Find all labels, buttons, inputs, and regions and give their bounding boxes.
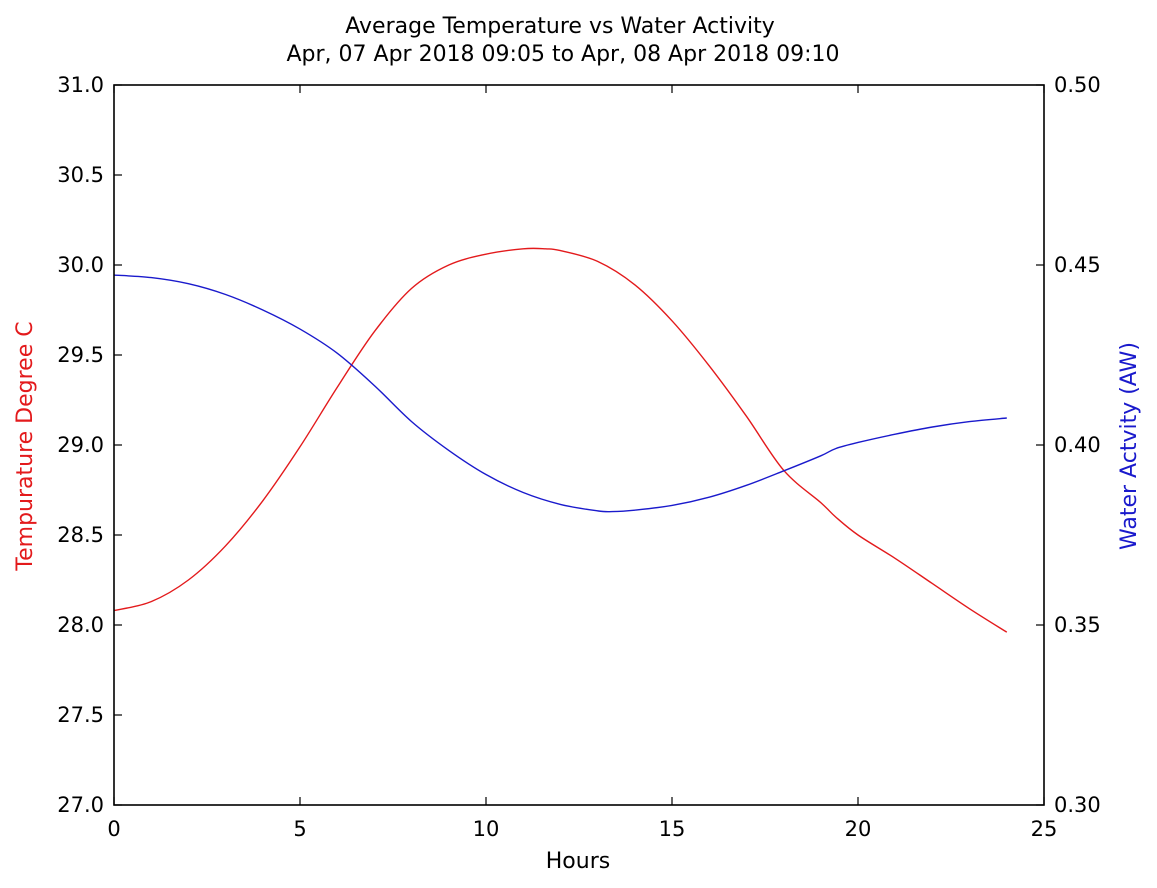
y-right-tick-labels: 0.30 0.35 0.40 0.45 0.50 bbox=[1054, 73, 1101, 817]
y-left-tick-label: 31.0 bbox=[57, 73, 104, 97]
y-right-tick-label: 0.45 bbox=[1054, 253, 1101, 277]
y-left-axis-label: Tempurature Degree C bbox=[13, 321, 38, 571]
plot-frame bbox=[113, 84, 1045, 806]
chart-title: Average Temperature vs Water Activity bbox=[345, 14, 774, 39]
x-tick-label: 20 bbox=[845, 817, 872, 841]
x-tick-label: 10 bbox=[473, 817, 500, 841]
y-right-tick-label: 0.50 bbox=[1054, 73, 1101, 97]
y-left-tick-label: 27.0 bbox=[57, 793, 104, 817]
y-left-tick-label: 30.5 bbox=[57, 163, 104, 187]
x-tick-label: 15 bbox=[659, 817, 686, 841]
y-left-tick-label: 29.0 bbox=[57, 433, 104, 457]
y-left-tick-label: 27.5 bbox=[57, 703, 104, 727]
tick-marks bbox=[113, 84, 1045, 806]
chart-subtitle: Apr, 07 Apr 2018 09:05 to Apr, 08 Apr 20… bbox=[286, 42, 839, 67]
y-left-tick-label: 29.5 bbox=[57, 343, 104, 367]
y-left-tick-label: 30.0 bbox=[57, 253, 104, 277]
x-tick-label: 5 bbox=[293, 817, 306, 841]
series-lines bbox=[113, 247, 1008, 633]
x-tick-label: 0 bbox=[107, 817, 120, 841]
water-activity-line bbox=[113, 274, 1007, 513]
x-tick-labels: 0 5 10 15 20 25 bbox=[107, 817, 1057, 841]
y-right-axis-label: Water Actvity (AW) bbox=[1117, 342, 1142, 550]
temperature-line bbox=[113, 247, 1008, 633]
y-left-tick-labels: 27.0 27.5 28.0 28.5 29.0 29.5 30.0 30.5 31.0 bbox=[57, 73, 104, 817]
y-left-tick-label: 28.5 bbox=[57, 523, 104, 547]
x-tick-label: 25 bbox=[1031, 817, 1058, 841]
y-right-tick-label: 0.35 bbox=[1054, 613, 1101, 637]
y-right-tick-label: 0.30 bbox=[1054, 793, 1101, 817]
y-left-tick-label: 28.0 bbox=[57, 613, 104, 637]
y-right-tick-label: 0.40 bbox=[1054, 433, 1101, 457]
x-axis-label: Hours bbox=[546, 849, 610, 874]
